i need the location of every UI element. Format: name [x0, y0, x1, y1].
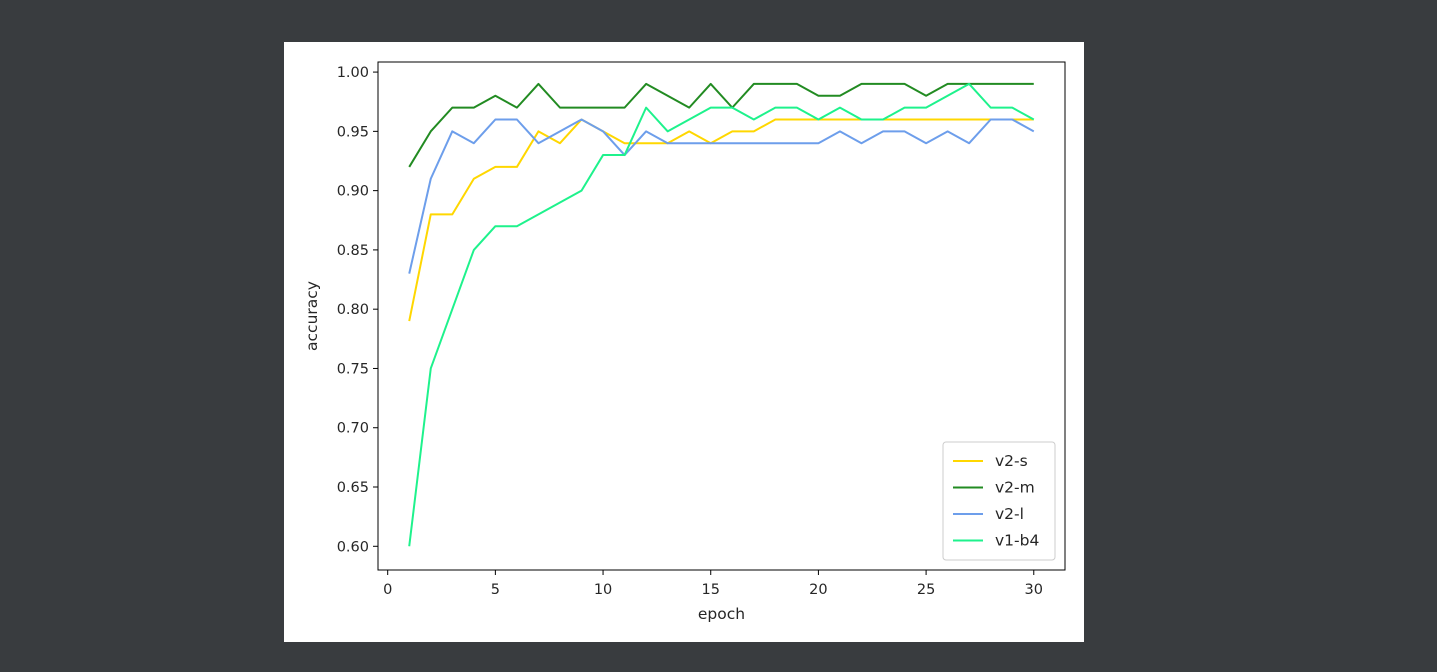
- y-tick-label: 0.90: [337, 184, 369, 200]
- y-axis-ticks: 0.60 0.65 0.70 0.75 0.80 0.85 0.90 0.95 1.00: [337, 65, 378, 555]
- y-tick-label: 0.75: [337, 361, 369, 377]
- x-tick-label: 15: [702, 582, 720, 598]
- x-tick-label: 20: [809, 582, 827, 598]
- legend: v2-s v2-m v2-l v1-b4: [942, 441, 1056, 561]
- y-tick-label: 0.70: [337, 421, 369, 437]
- figure-canvas: 0 5 10 15 20 25 30 0.60 0.65 0.70 0.75 0.80 0.85 0.9…: [284, 42, 1084, 642]
- series-line-v1-b4: [408, 82, 1035, 547]
- series-lines: [408, 82, 1035, 547]
- legend-label-v2-s: v2-s: [995, 452, 1028, 470]
- x-tick-label: 5: [491, 582, 500, 598]
- y-axis-label: accuracy: [303, 281, 321, 351]
- series-line-v2-l: [408, 118, 1035, 274]
- y-tick-label: 0.60: [337, 539, 369, 555]
- line-chart: 0 5 10 15 20 25 30 0.60 0.65 0.70 0.75 0.80 0.85 0.9…: [303, 61, 1066, 623]
- x-tick-label: 0: [383, 582, 392, 598]
- x-axis-ticks: 0 5 10 15 20 25 30: [383, 570, 1043, 598]
- x-tick-label: 30: [1025, 582, 1043, 598]
- y-tick-label: 0.85: [337, 243, 369, 259]
- legend-box: [942, 441, 1056, 561]
- x-axis-label: epoch: [698, 605, 745, 623]
- x-tick-label: 25: [917, 582, 935, 598]
- legend-label-v2-m: v2-m: [995, 479, 1035, 497]
- x-tick-label: 10: [594, 582, 612, 598]
- legend-label-v1-b4: v1-b4: [995, 532, 1039, 550]
- y-tick-label: 0.65: [337, 480, 369, 496]
- legend-label-v2-l: v2-l: [995, 505, 1024, 523]
- series-line-v2-s: [408, 118, 1034, 322]
- series-line-v2-m: [408, 82, 1034, 168]
- plot-frame: [377, 61, 1066, 571]
- y-tick-label: 0.80: [337, 302, 369, 318]
- y-tick-label: 1.00: [337, 65, 369, 81]
- y-tick-label: 0.95: [337, 124, 369, 140]
